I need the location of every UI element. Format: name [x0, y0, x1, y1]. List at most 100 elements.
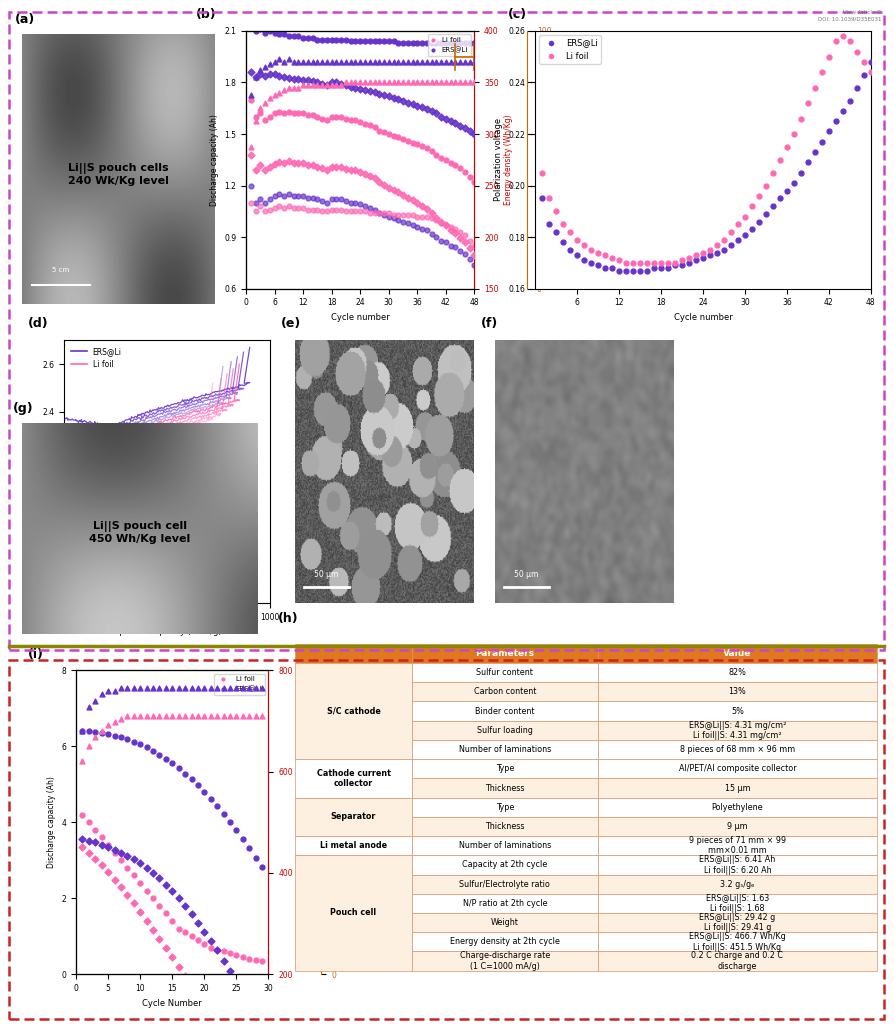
Y-axis label: CE (%): CE (%) [556, 147, 565, 172]
Point [164, 912, 179, 929]
Point [462, 169, 477, 186]
Point [300, 190, 315, 206]
Point [632, 263, 646, 279]
Point [443, 222, 457, 238]
Point [272, 198, 286, 214]
Point [101, 684, 115, 700]
Point [139, 912, 154, 929]
Point [286, 105, 300, 122]
Point [272, 154, 286, 170]
Point [367, 119, 381, 135]
Point [457, 120, 471, 136]
Text: S/C cathode: S/C cathode [326, 706, 380, 716]
Bar [597, 817, 876, 836]
Point [310, 159, 325, 175]
Point [856, 67, 870, 84]
Bar [295, 856, 411, 970]
Point [88, 834, 103, 851]
Point [372, 205, 386, 222]
Point [286, 71, 300, 88]
Point [197, 707, 211, 724]
Point [272, 103, 286, 120]
Point [372, 174, 386, 191]
Point [152, 746, 166, 763]
Text: Cathode current
collector: Cathode current collector [316, 769, 390, 788]
Point [305, 107, 319, 124]
Point [424, 54, 438, 70]
Point [555, 217, 569, 233]
Point [415, 35, 429, 52]
Text: 0.2 C charge and 0.2 C
discharge: 0.2 C charge and 0.2 C discharge [691, 952, 782, 971]
Point [681, 250, 696, 266]
Bar [411, 721, 597, 740]
Point [395, 187, 409, 203]
Point [619, 255, 633, 271]
Point [367, 205, 381, 222]
Point [272, 186, 286, 202]
Bar [597, 701, 876, 721]
Point [348, 79, 362, 96]
Point [548, 203, 562, 220]
Point [424, 74, 438, 91]
Point [172, 760, 186, 776]
Bar [411, 663, 597, 683]
Point [386, 54, 401, 70]
Text: Number of laminations: Number of laminations [458, 745, 551, 754]
Point [429, 105, 443, 122]
Point [419, 74, 434, 91]
Point [204, 680, 218, 697]
Point [452, 230, 467, 246]
Point [267, 25, 282, 41]
Point [241, 707, 256, 724]
Point [419, 222, 434, 238]
Text: Capacity at 2th cycle: Capacity at 2th cycle [461, 861, 547, 869]
Point [253, 66, 267, 82]
Text: ERS@Li||S: 4.31 mg/cm²
Li foil||S: 4.31 mg/cm²: ERS@Li||S: 4.31 mg/cm² Li foil||S: 4.31 … [688, 721, 785, 740]
Point [305, 157, 319, 173]
Point [249, 162, 263, 178]
Point [702, 242, 716, 259]
Point [139, 680, 154, 697]
Point [702, 247, 716, 264]
Point [352, 74, 367, 91]
Point [395, 131, 409, 147]
Point [120, 707, 134, 724]
Point [376, 74, 391, 91]
Point [376, 176, 391, 193]
Point [204, 791, 218, 807]
Point [114, 852, 128, 868]
Bar [597, 778, 876, 798]
Point [267, 105, 282, 122]
Point [452, 54, 467, 70]
Point [391, 35, 405, 52]
Point [319, 162, 333, 178]
Point [223, 1017, 237, 1031]
Text: 8 pieces of 68 mm × 96 mm: 8 pieces of 68 mm × 96 mm [679, 745, 794, 754]
Point [315, 75, 329, 92]
Point [723, 237, 738, 254]
Point [257, 68, 272, 85]
Point [372, 123, 386, 139]
Point [842, 93, 856, 109]
Point [765, 198, 780, 214]
Point [604, 260, 619, 276]
Point [688, 247, 703, 264]
Point [462, 123, 477, 139]
Point [415, 99, 429, 115]
Text: Number of laminations: Number of laminations [458, 841, 551, 851]
Point [395, 54, 409, 70]
Point [405, 206, 419, 223]
Point [267, 200, 282, 217]
Point [146, 865, 160, 882]
Point [590, 244, 604, 261]
Point [405, 134, 419, 151]
Point [358, 198, 372, 214]
Point [391, 211, 405, 228]
Point [300, 107, 315, 124]
Point [452, 224, 467, 240]
Point [107, 684, 122, 700]
Point [434, 108, 448, 125]
Point [343, 195, 358, 211]
Point [319, 77, 333, 94]
Point [376, 205, 391, 222]
